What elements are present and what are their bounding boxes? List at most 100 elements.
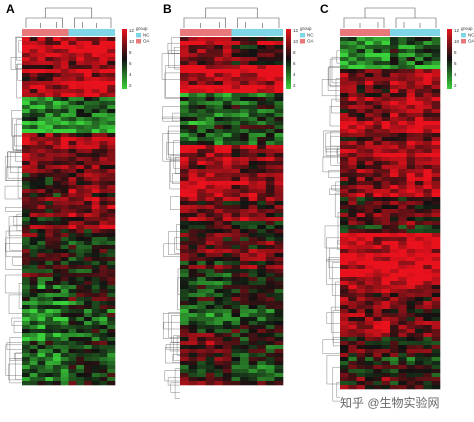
heatmap-cell <box>76 253 85 258</box>
heatmap-cell <box>22 61 31 66</box>
heatmap-cell <box>22 377 31 382</box>
heatmap-cell <box>373 325 382 330</box>
heatmap-cell <box>423 97 432 102</box>
heatmap-cell <box>45 261 54 266</box>
heatmap-cell <box>22 305 31 310</box>
heatmap-cell <box>214 285 224 290</box>
legend-swatch <box>461 33 466 38</box>
heatmap-cell <box>398 169 407 174</box>
heatmap-cell <box>231 233 241 238</box>
heatmap-cell <box>107 325 116 330</box>
heatmap-cell <box>248 261 258 266</box>
heatmap-cell <box>22 369 31 374</box>
heatmap-cell <box>188 205 198 210</box>
heatmap-cell <box>265 381 275 386</box>
heatmap-cell <box>197 41 207 46</box>
heatmap-cell <box>37 193 46 198</box>
heatmap-cell <box>248 217 258 222</box>
heatmap-cell <box>37 89 46 94</box>
heatmap-cell <box>84 73 93 78</box>
heatmap-cell <box>356 53 366 58</box>
heatmap-cell <box>197 217 207 222</box>
heatmap-cell <box>197 61 207 66</box>
heatmap-cell <box>423 113 432 118</box>
heatmap-cell <box>29 193 38 198</box>
panel-label: A <box>6 2 15 16</box>
heatmap-cell <box>365 257 374 262</box>
heatmap-cell <box>84 249 93 254</box>
legend-swatch <box>461 39 466 44</box>
heatmap-cell <box>60 341 69 346</box>
heatmap-cell <box>180 113 189 118</box>
heatmap-cell <box>365 57 374 62</box>
heatmap-cell <box>60 213 69 218</box>
heatmap-cell <box>406 353 416 358</box>
heatmap-cell <box>257 265 267 270</box>
heatmap-cell <box>398 141 407 146</box>
heatmap-cell <box>76 233 85 238</box>
heatmap-cell <box>197 289 207 294</box>
heatmap-cell <box>22 181 31 186</box>
heatmap-cell <box>107 249 116 254</box>
heatmap-cell <box>390 305 399 310</box>
heatmap-cell <box>274 273 284 278</box>
heatmap-cell <box>205 101 215 106</box>
heatmap-cell <box>37 353 46 358</box>
heatmap-cell <box>415 93 424 98</box>
heatmap-cell <box>222 165 232 170</box>
heatmap-cell <box>76 145 85 150</box>
heatmap-cell <box>76 61 85 66</box>
heatmap-cell <box>356 197 366 202</box>
heatmap-cell <box>91 253 100 258</box>
heatmap-cell <box>406 369 416 374</box>
heatmap-cell <box>197 277 207 282</box>
legend-label: NC <box>468 33 474 38</box>
heatmap-cell <box>431 381 441 386</box>
heatmap-cell <box>248 241 258 246</box>
heatmap-cell <box>231 253 241 258</box>
heatmap-cell <box>274 137 284 142</box>
heatmap-cell <box>214 321 224 326</box>
heatmap-cell <box>398 177 407 182</box>
heatmap-cell <box>197 241 207 246</box>
heatmap-cell <box>398 101 407 106</box>
heatmap-cell <box>76 381 85 386</box>
heatmap-cell <box>107 245 116 250</box>
heatmap-cell <box>373 197 382 202</box>
heatmap-cell <box>340 245 349 250</box>
heatmap-cell <box>265 253 275 258</box>
heatmap-cell <box>29 381 38 386</box>
heatmap-cell <box>45 221 54 226</box>
heatmap-cell <box>99 117 108 122</box>
heatmap-cell <box>381 105 391 110</box>
heatmap-cell <box>45 277 54 282</box>
heatmap-cell <box>29 317 38 322</box>
heatmap-cell <box>60 241 69 246</box>
heatmap-cell <box>398 173 407 178</box>
heatmap-cell <box>188 365 198 370</box>
heatmap-cell <box>398 289 407 294</box>
heatmap-cell <box>365 109 374 114</box>
heatmap-cell <box>214 265 224 270</box>
heatmap-cell <box>398 57 407 62</box>
heatmap-cell <box>53 305 62 310</box>
heatmap-cell <box>22 333 31 338</box>
heatmap-cell <box>356 213 366 218</box>
heatmap-cell <box>60 93 69 98</box>
heatmap-cell <box>99 53 108 58</box>
heatmap-cell <box>431 49 441 54</box>
heatmap-cell <box>45 377 54 382</box>
heatmap-cell <box>381 109 391 114</box>
heatmap-cell <box>240 189 249 194</box>
heatmap-cell <box>45 237 54 242</box>
heatmap-cell <box>240 253 249 258</box>
heatmap-cell <box>365 369 374 374</box>
heatmap-cell <box>91 193 100 198</box>
heatmap-cell <box>248 237 258 242</box>
heatmap-cell <box>406 121 416 126</box>
heatmap-cell <box>257 37 267 42</box>
heatmap-cell <box>365 213 374 218</box>
heatmap-cell <box>205 121 215 126</box>
heatmap-cell <box>68 241 77 246</box>
heatmap-cell <box>53 205 62 210</box>
